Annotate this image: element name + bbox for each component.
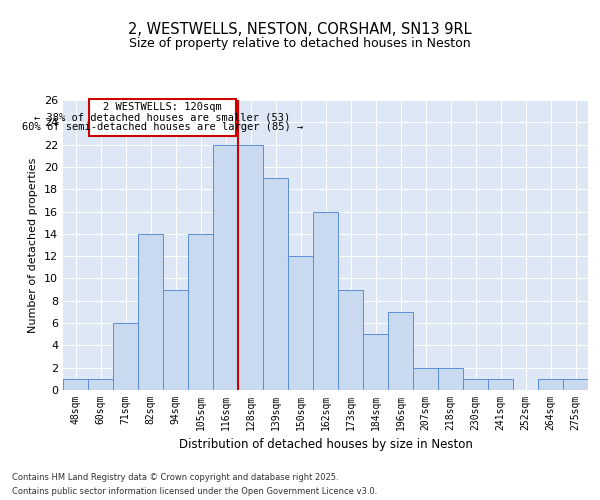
Bar	[163, 290, 188, 390]
Bar	[263, 178, 288, 390]
Bar	[213, 144, 238, 390]
Bar	[138, 234, 163, 390]
Y-axis label: Number of detached properties: Number of detached properties	[28, 158, 38, 332]
Bar	[563, 379, 588, 390]
Text: 60% of semi-detached houses are larger (85) →: 60% of semi-detached houses are larger (…	[22, 122, 303, 132]
Text: ← 38% of detached houses are smaller (53): ← 38% of detached houses are smaller (53…	[34, 112, 290, 122]
Bar	[113, 323, 138, 390]
X-axis label: Distribution of detached houses by size in Neston: Distribution of detached houses by size …	[179, 438, 472, 452]
Bar	[313, 212, 338, 390]
Bar	[388, 312, 413, 390]
Bar	[288, 256, 313, 390]
Text: 2, WESTWELLS, NESTON, CORSHAM, SN13 9RL: 2, WESTWELLS, NESTON, CORSHAM, SN13 9RL	[128, 22, 472, 38]
FancyBboxPatch shape	[89, 99, 236, 136]
Bar	[538, 379, 563, 390]
Text: 2 WESTWELLS: 120sqm: 2 WESTWELLS: 120sqm	[103, 102, 221, 112]
Text: Contains public sector information licensed under the Open Government Licence v3: Contains public sector information licen…	[12, 486, 377, 496]
Bar	[88, 379, 113, 390]
Bar	[488, 379, 513, 390]
Bar	[463, 379, 488, 390]
Bar	[413, 368, 438, 390]
Text: Size of property relative to detached houses in Neston: Size of property relative to detached ho…	[129, 38, 471, 51]
Bar	[338, 290, 363, 390]
Bar	[438, 368, 463, 390]
Bar	[188, 234, 213, 390]
Bar	[238, 144, 263, 390]
Bar	[63, 379, 88, 390]
Bar	[363, 334, 388, 390]
Text: Contains HM Land Registry data © Crown copyright and database right 2025.: Contains HM Land Registry data © Crown c…	[12, 473, 338, 482]
